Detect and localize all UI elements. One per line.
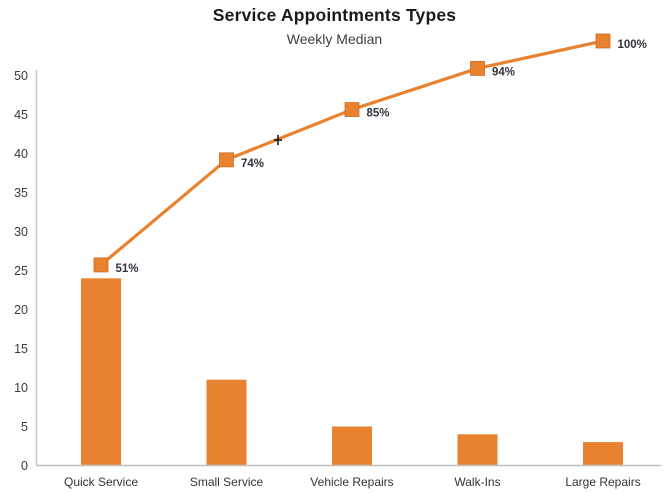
- line-marker-small-service: [219, 152, 234, 168]
- y-tick-label: 20: [14, 303, 28, 317]
- y-tick-label: 30: [14, 225, 28, 239]
- line-marker-walk-ins: [470, 61, 485, 76]
- bar-quick-service: [81, 278, 121, 465]
- x-category-label: Quick Service: [64, 475, 138, 489]
- percent-label: 100%: [618, 39, 647, 51]
- line-marker-large-repairs: [595, 33, 611, 49]
- y-tick-label: 15: [14, 342, 28, 356]
- percent-label: 51%: [116, 263, 139, 275]
- percent-labels: 51% 74% 85% 94% 100%: [116, 39, 647, 275]
- percent-label: 74%: [241, 158, 264, 170]
- percent-label: 94%: [492, 66, 515, 78]
- y-tick-label: 25: [14, 264, 28, 278]
- chart-title: Service Appointments Types: [212, 5, 457, 25]
- line-marker-vehicle-repairs: [344, 102, 360, 117]
- axes: [35, 70, 661, 467]
- y-axis-ticks: 0 5 10 15 20 25 30 35 40 45 50: [14, 69, 28, 473]
- y-tick-label: 45: [14, 108, 28, 122]
- cumulative-line-series: [93, 33, 611, 273]
- crosshair-cursor-icon: [274, 135, 282, 145]
- y-tick-label: 5: [21, 420, 28, 434]
- y-tick-label: 35: [14, 186, 28, 200]
- y-tick-label: 40: [14, 147, 28, 161]
- cumulative-line: [99, 39, 604, 267]
- chart-subtitle: Weekly Median: [286, 31, 383, 47]
- bar-series: [81, 278, 623, 465]
- y-tick-label: 50: [14, 69, 28, 83]
- y-tick-label: 10: [14, 381, 28, 395]
- x-category-label: Large Repairs: [565, 475, 640, 489]
- percent-label: 85%: [367, 108, 390, 120]
- line-marker-quick-service: [93, 257, 109, 273]
- y-tick-label: 0: [21, 459, 28, 473]
- bar-small-service: [206, 379, 247, 465]
- x-category-label: Walk-Ins: [454, 475, 500, 489]
- x-category-label: Small Service: [190, 475, 264, 489]
- bar-vehicle-repairs: [332, 426, 372, 465]
- bar-walk-ins: [457, 434, 498, 465]
- x-category-label: Vehicle Repairs: [310, 475, 393, 489]
- bar-large-repairs: [583, 442, 623, 465]
- x-axis-category-labels: Quick Service Small Service Vehicle Repair…: [64, 475, 641, 489]
